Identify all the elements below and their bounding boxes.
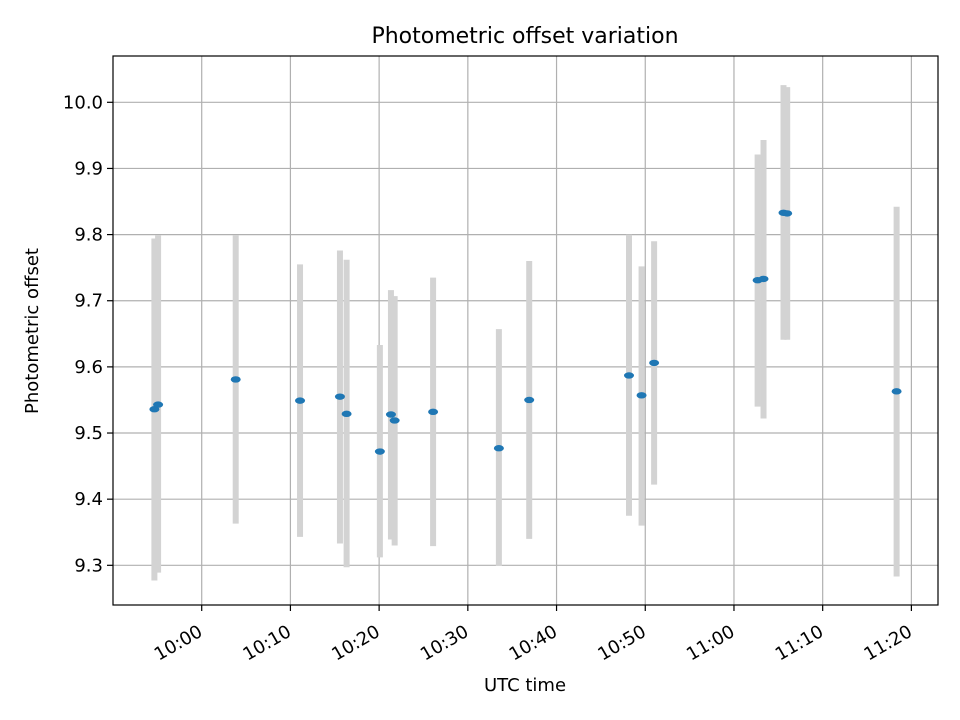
y-tick-label: 9.8 — [74, 225, 103, 246]
grid — [113, 56, 938, 605]
y-tick-label: 9.3 — [74, 555, 103, 576]
y-tick-label: 9.7 — [74, 291, 103, 312]
data-point — [153, 401, 164, 408]
data-point — [636, 392, 647, 399]
data-point — [389, 417, 400, 424]
data-point — [649, 359, 660, 367]
plot-frame — [112, 55, 939, 606]
y-axis-ticks: 9.3 9.4 9.5 9.6 9.7 9.8 9.9 10.0 — [63, 92, 113, 576]
x-axis-label: UTC time — [484, 675, 566, 696]
y-axis-label: Photometric offset — [22, 248, 43, 414]
data-point — [334, 393, 345, 400]
data-point — [341, 410, 352, 418]
y-tick-label: 9.4 — [74, 489, 103, 510]
data-point — [758, 275, 769, 283]
data-point — [891, 388, 902, 395]
data-point — [230, 376, 241, 383]
data-point — [428, 408, 439, 416]
y-tick-label: 9.6 — [74, 357, 103, 378]
y-tick-label: 9.9 — [74, 158, 103, 179]
data-point — [374, 448, 385, 455]
data-point — [623, 372, 634, 379]
data-point — [493, 445, 504, 452]
data-points — [149, 209, 902, 455]
y-tick-label: 10.0 — [63, 92, 103, 113]
chart-title: Photometric offset variation — [371, 24, 678, 49]
data-point — [524, 396, 535, 404]
y-tick-label: 9.5 — [74, 423, 103, 444]
data-point — [295, 397, 306, 404]
data-point — [385, 411, 396, 418]
data-point — [782, 210, 793, 217]
